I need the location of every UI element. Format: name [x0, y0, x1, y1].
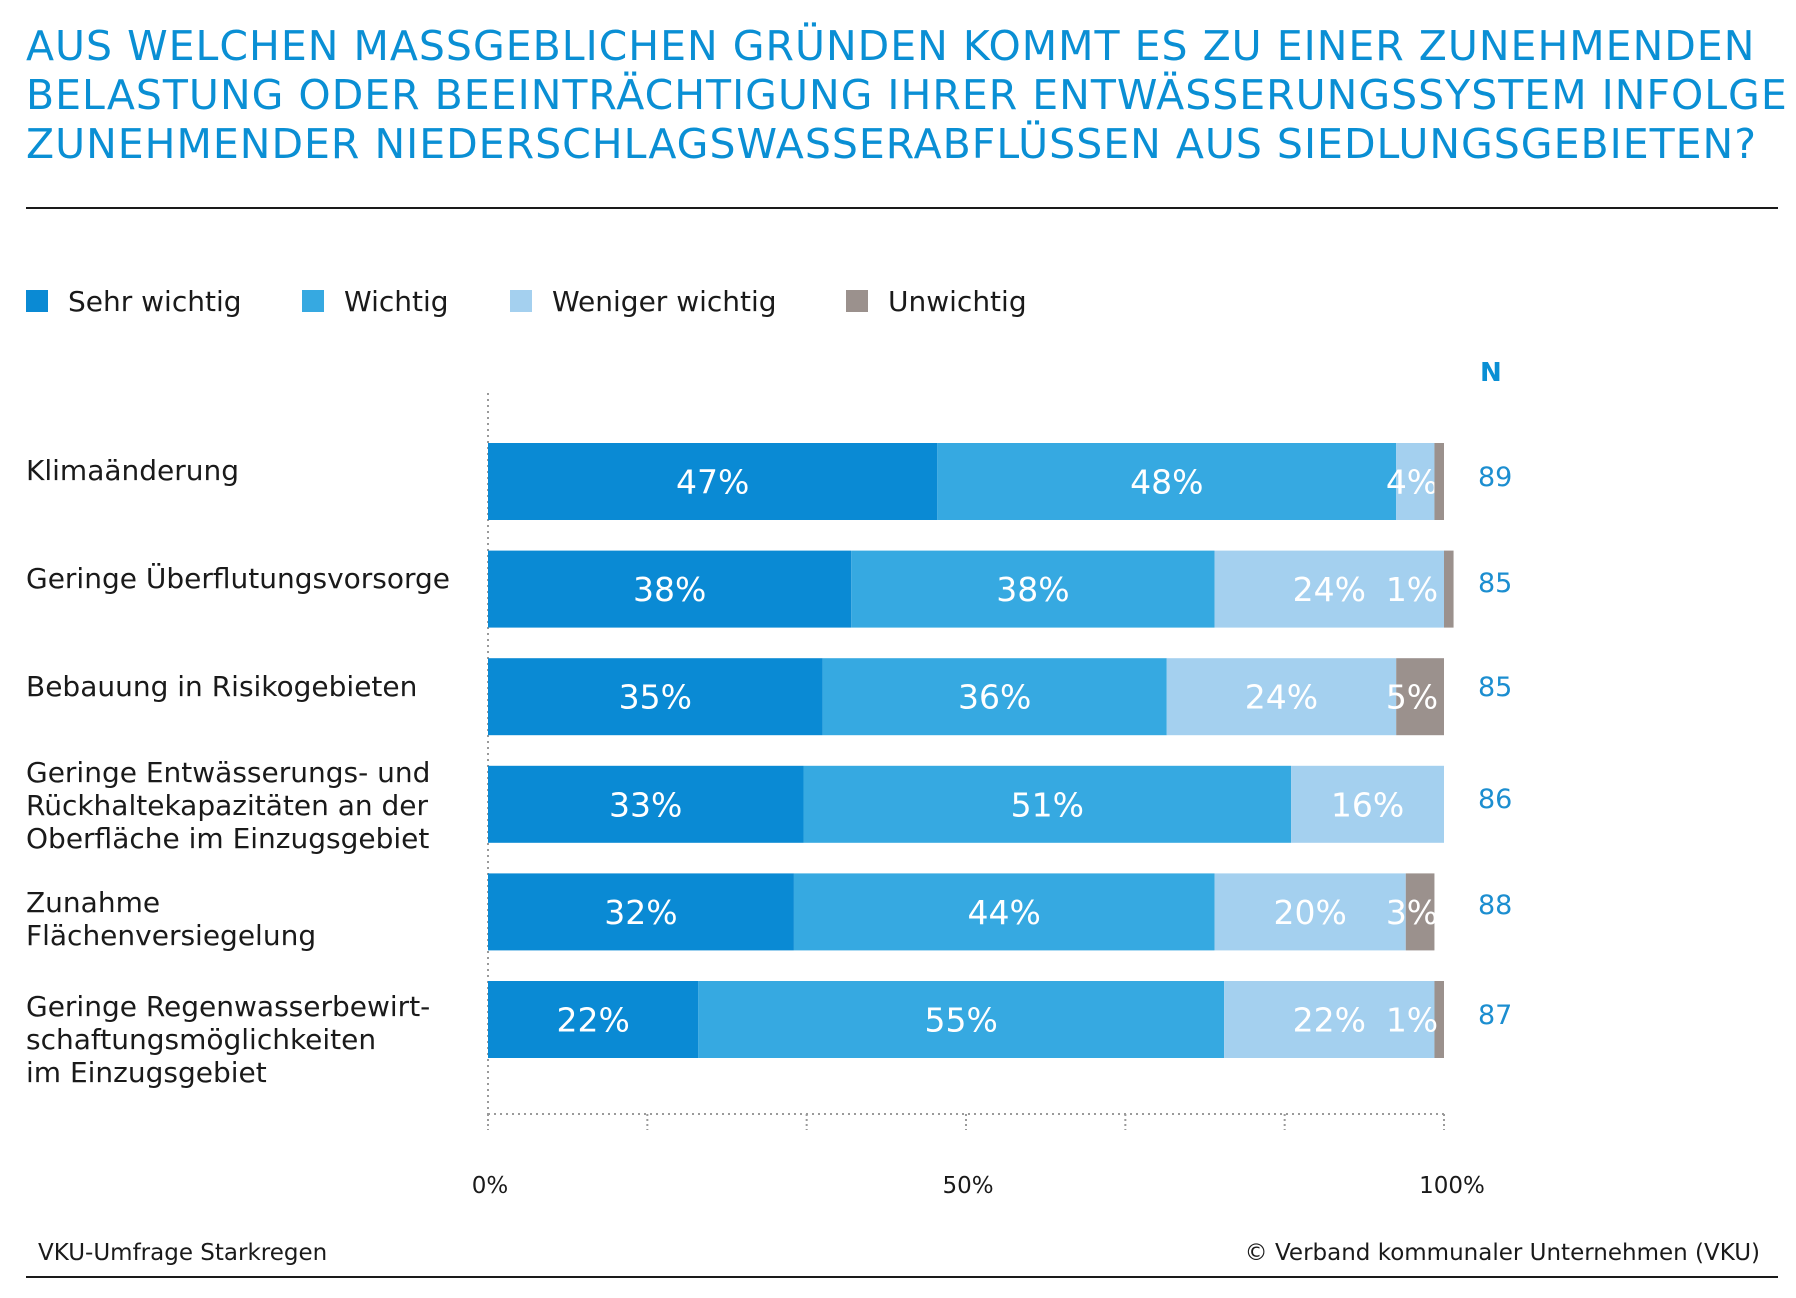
- bar-data-label: 36%: [958, 678, 1031, 717]
- legend-label-unwichtig: Unwichtig: [888, 284, 1027, 318]
- title-line-1: AUS WELCHEN MASSGEBLICHEN GRÜNDEN KOMMT …: [26, 22, 1756, 70]
- bar-segment: [1291, 765, 1444, 843]
- bar-data-label: 38%: [633, 570, 706, 609]
- bar-segment: [1405, 873, 1435, 951]
- title-line-2: BELASTUNG ODER BEEINTRÄCHTIGUNG IHRER EN…: [26, 71, 1788, 119]
- category-label: Geringe Entwässerungs- und Rückhaltekapa…: [26, 756, 431, 855]
- bar-data-label: 24%: [1245, 678, 1318, 717]
- n-value: 87: [1478, 1000, 1513, 1031]
- bar-data-label: 44%: [968, 893, 1041, 932]
- bar-segment: [1396, 658, 1444, 736]
- title-line-3: ZUNEHMENDER NIEDERSCHLAGSWASSERABFLÜSSEN…: [26, 120, 1757, 168]
- legend-label-sehr-wichtig: Sehr wichtig: [68, 284, 242, 318]
- bar-segment: [488, 550, 852, 628]
- bar-data-label: 35%: [619, 678, 692, 717]
- bar-segment: [1214, 873, 1406, 951]
- bar-segment: [793, 873, 1215, 951]
- bar-data-label: 4%: [1386, 463, 1438, 502]
- bar-data-label: 51%: [1011, 785, 1084, 824]
- bar-data-label: 38%: [996, 570, 1069, 609]
- source-note: VKU-Umfrage Starkregen: [38, 1240, 328, 1266]
- bar-data-label: 55%: [925, 1001, 998, 1040]
- category-label: Geringe Überflutungsvorsorge: [26, 562, 451, 595]
- bar-segment: [1214, 550, 1444, 628]
- n-value: 88: [1478, 890, 1513, 921]
- x-tick-label: 100%: [1419, 1173, 1485, 1199]
- legend-label-weniger-wichtig: Weniger wichtig: [552, 284, 777, 318]
- bar-data-label: 32%: [604, 893, 677, 932]
- bar-segment: [1166, 658, 1397, 736]
- n-column-header: N: [1480, 358, 1502, 388]
- bar-segment: [698, 981, 1225, 1058]
- legend-label-wichtig: Wichtig: [344, 284, 449, 318]
- bar-data-label: 5%: [1386, 678, 1438, 717]
- bar-segment: [488, 873, 794, 951]
- footer-divider: [26, 1276, 1778, 1278]
- bar-segment: [937, 443, 1397, 520]
- chart-title: AUS WELCHEN MASSGEBLICHEN GRÜNDEN KOMMT …: [26, 22, 1788, 169]
- n-value: 85: [1478, 568, 1513, 599]
- bar-segment: [822, 658, 1167, 736]
- bar-data-label: 1%: [1386, 1001, 1438, 1040]
- bar-segment: [488, 765, 804, 843]
- bar-segment: [1434, 981, 1444, 1058]
- bar-segment: [488, 658, 823, 736]
- bar-data-label: 3%: [1386, 893, 1438, 932]
- category-label: Klimaänderung: [26, 454, 240, 487]
- title-divider: [26, 207, 1778, 209]
- legend-swatch-sehr-wichtig: [26, 290, 48, 312]
- legend-item-weniger-wichtig: Weniger wichtig: [510, 284, 777, 318]
- legend-swatch-weniger-wichtig: [510, 290, 532, 312]
- n-value: 86: [1478, 784, 1513, 815]
- x-tick-label: 0%: [472, 1173, 509, 1199]
- bar-data-label: 24%: [1293, 570, 1366, 609]
- legend-swatch-wichtig: [302, 290, 324, 312]
- legend-item-wichtig: Wichtig: [302, 284, 449, 318]
- bar-data-label: 22%: [1293, 1001, 1366, 1040]
- bar-data-label: 20%: [1273, 893, 1346, 932]
- n-value: 85: [1478, 672, 1513, 703]
- bar-segment: [1434, 443, 1444, 520]
- legend-swatch-unwichtig: [846, 290, 868, 312]
- category-label: Zunahme Flächenversiegelung: [26, 886, 317, 952]
- x-tick-label: 50%: [942, 1173, 993, 1199]
- bar-segment: [1444, 550, 1454, 628]
- bar-segment: [1224, 981, 1435, 1058]
- bar-segment: [803, 765, 1292, 843]
- bar-data-label: 1%: [1386, 570, 1438, 609]
- category-label: Bebauung in Risikogebieten: [26, 670, 418, 703]
- bar-segment: [488, 981, 699, 1058]
- legend-item-unwichtig: Unwichtig: [846, 284, 1027, 318]
- n-value: 89: [1478, 462, 1513, 493]
- legend-item-sehr-wichtig: Sehr wichtig: [26, 284, 242, 318]
- bar-segment: [488, 443, 938, 520]
- bar-data-label: 47%: [676, 463, 749, 502]
- bar-data-label: 48%: [1130, 463, 1203, 502]
- bar-data-label: 33%: [609, 785, 682, 824]
- bar-data-label: 16%: [1331, 785, 1404, 824]
- copyright-note: © Verband kommunaler Unternehmen (VKU): [1244, 1240, 1760, 1266]
- legend: Sehr wichtig Wichtig Weniger wichtig Unw…: [26, 284, 1126, 318]
- bar-segment: [1396, 443, 1435, 520]
- bar-segment: [851, 550, 1215, 628]
- category-label: Geringe Regenwasserbewirt- schaftungsmög…: [26, 990, 431, 1089]
- bar-data-label: 22%: [556, 1001, 629, 1040]
